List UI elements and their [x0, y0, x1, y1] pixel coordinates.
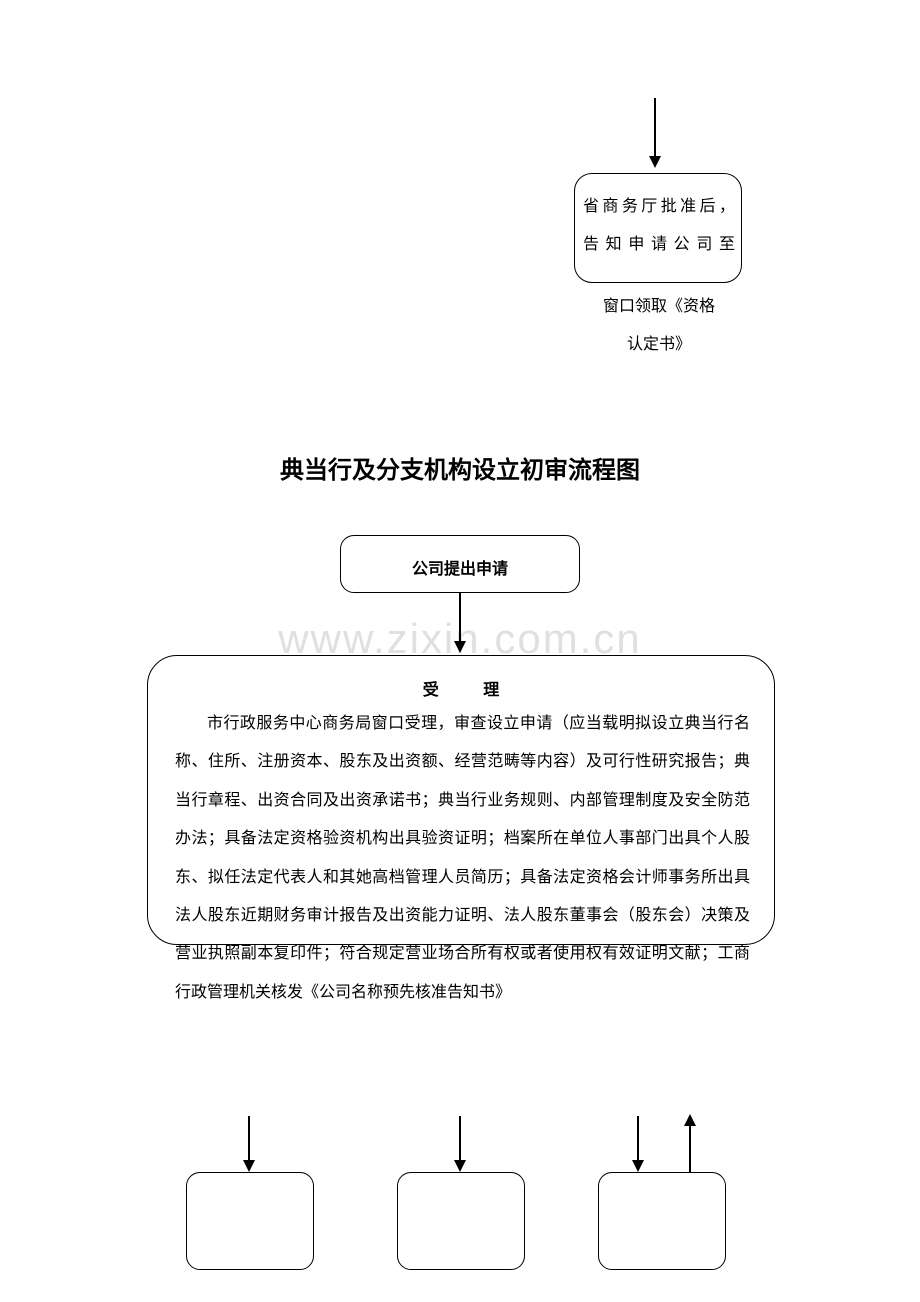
bottom-box-2	[397, 1172, 525, 1270]
bottom-arrow3-down-line	[637, 1116, 639, 1162]
shouli-body: 市行政服务中心商务局窗口受理，审查设立申请（应当载明拟设立典当行名称、住所、注册…	[175, 705, 750, 1012]
bottom-arrow3-down-head	[632, 1160, 644, 1172]
bottom-arrow1-line	[248, 1116, 250, 1162]
top-arrow-line	[654, 98, 656, 158]
top-box-content-below: 窗口领取《资格 认定书》	[583, 288, 735, 365]
top-text-line3: 窗口领取《资格	[583, 288, 735, 326]
top-text-line4: 认定书》	[583, 326, 735, 364]
bottom-arrow1-head	[243, 1160, 255, 1172]
bottom-arrow2-line	[459, 1116, 461, 1162]
top-arrow-head	[649, 156, 661, 168]
arrow-apply-shouli-line	[459, 593, 461, 643]
top-box-content: 省商务厅批准后， 告知申请公司至	[583, 188, 735, 265]
top-text-line2: 告知申请公司至	[583, 226, 735, 264]
bottom-box-3	[598, 1172, 726, 1270]
bottom-arrow3-up-head	[684, 1114, 696, 1126]
bottom-arrow3-up-line	[689, 1124, 691, 1172]
top-text-line1: 省商务厅批准后，	[583, 188, 735, 226]
apply-box-label: 公司提出申请	[340, 555, 580, 579]
diagram-title: 典当行及分支机构设立初审流程图	[0, 450, 920, 485]
bottom-box-1	[186, 1172, 314, 1270]
arrow-apply-shouli-head	[454, 641, 466, 653]
shouli-title: 受 理	[147, 676, 775, 700]
bottom-arrow2-head	[454, 1160, 466, 1172]
